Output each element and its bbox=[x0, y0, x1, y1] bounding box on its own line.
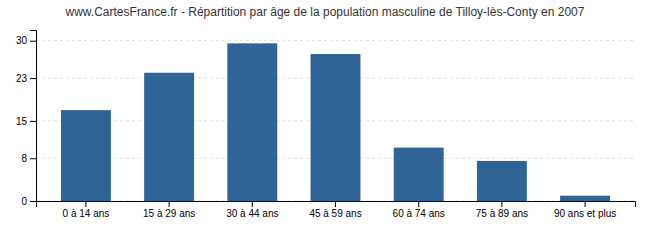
x-tick-mark bbox=[585, 201, 586, 207]
x-tick: 45 à 59 ans bbox=[309, 201, 361, 219]
x-tick: 75 à 89 ans bbox=[476, 201, 528, 219]
x-tick: 0 à 14 ans bbox=[63, 201, 110, 219]
bar bbox=[311, 54, 361, 201]
y-tick: 15 bbox=[16, 116, 36, 127]
x-tick-label: 45 à 59 ans bbox=[309, 208, 361, 219]
bar bbox=[394, 148, 444, 201]
x-tick-label: 75 à 89 ans bbox=[476, 208, 528, 219]
x-tick-label: 30 à 44 ans bbox=[226, 208, 278, 219]
title: www.CartesFrance.fr - Répartition par âg… bbox=[65, 5, 585, 19]
x-tick-mark bbox=[169, 201, 170, 207]
x-tick-mark bbox=[335, 201, 336, 207]
y-tick-mark bbox=[30, 78, 36, 79]
y-tick-mark bbox=[30, 41, 36, 42]
y-tick-mark bbox=[30, 158, 36, 159]
y-tick-label: 15 bbox=[16, 116, 28, 127]
x-tick-label: 60 à 74 ans bbox=[393, 208, 445, 219]
bar bbox=[144, 73, 194, 201]
bar bbox=[227, 43, 277, 201]
y-tick: 0 bbox=[21, 196, 36, 207]
bar bbox=[560, 196, 610, 201]
x-tick-mark bbox=[252, 201, 253, 207]
y-tick-label: 30 bbox=[16, 35, 28, 46]
y-tick-label: 0 bbox=[21, 196, 27, 207]
y-axis: 0 8 15 23 30 bbox=[16, 31, 37, 207]
x-tick-label: 0 à 14 ans bbox=[63, 208, 110, 219]
grid bbox=[36, 41, 635, 201]
bars bbox=[61, 43, 610, 201]
x-tick: 90 ans et plus bbox=[554, 201, 616, 219]
y-tick: 30 bbox=[16, 35, 36, 46]
plot: 0 8 15 23 30 0 à 14 ans 15 à 29 ans 30 à 44 ans… bbox=[16, 31, 636, 220]
x-tick-label: 90 ans et plus bbox=[554, 208, 616, 219]
bar bbox=[477, 161, 527, 201]
y-tick-label: 8 bbox=[21, 153, 27, 164]
x-tick-mark bbox=[85, 201, 86, 207]
chart: www.CartesFrance.fr - Répartition par âg… bbox=[0, 0, 650, 229]
y-tick: 8 bbox=[21, 153, 36, 164]
x-axis-line bbox=[37, 202, 636, 208]
x-tick-mark bbox=[418, 201, 419, 207]
y-tick-mark bbox=[30, 121, 36, 122]
y-tick-label: 23 bbox=[16, 73, 28, 84]
x-tick-mark bbox=[501, 201, 502, 207]
x-tick-label: 15 à 29 ans bbox=[143, 208, 195, 219]
y-tick-mark bbox=[30, 201, 36, 202]
bar bbox=[61, 110, 111, 201]
x-tick: 60 à 74 ans bbox=[393, 201, 445, 219]
x-tick: 30 à 44 ans bbox=[226, 201, 278, 219]
x-tick: 15 à 29 ans bbox=[143, 201, 195, 219]
x-axis: 0 à 14 ans 15 à 29 ans 30 à 44 ans 45 à 59 … bbox=[37, 201, 636, 219]
grid-line bbox=[36, 40, 635, 41]
y-tick: 23 bbox=[16, 73, 36, 84]
y-axis-line bbox=[30, 31, 37, 202]
